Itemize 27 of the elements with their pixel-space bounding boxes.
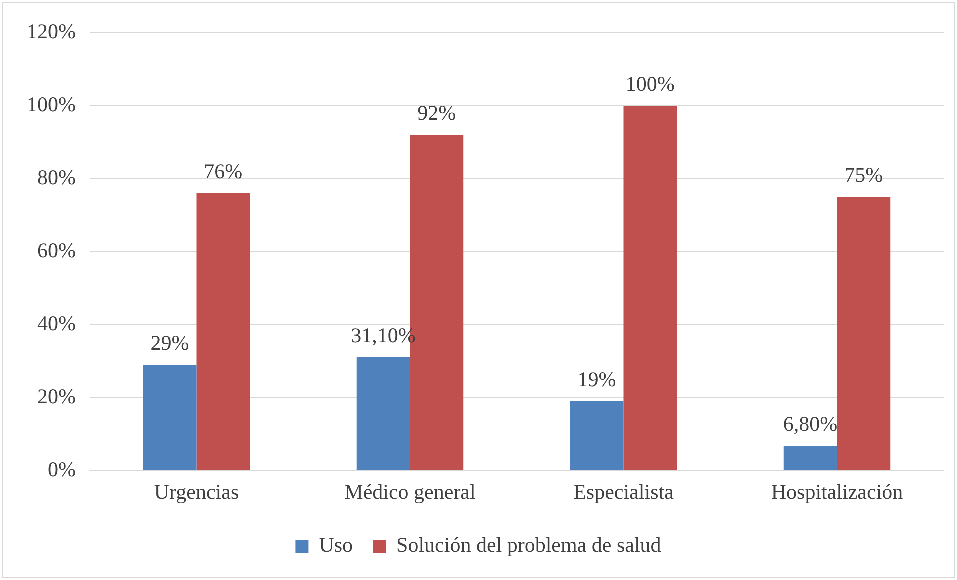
- y-tick-label: 100%: [26, 92, 76, 116]
- bar: [624, 106, 678, 470]
- bar: [784, 446, 838, 470]
- y-tick-label: 40%: [37, 311, 76, 336]
- x-tick-label: Urgencias: [154, 480, 240, 504]
- bar: [570, 401, 624, 470]
- y-tick-label: 80%: [37, 165, 76, 190]
- x-tick-label: Médico general: [344, 480, 476, 504]
- y-tick-label: 120%: [26, 20, 76, 44]
- data-label: 29%: [150, 331, 190, 356]
- data-label: 76%: [204, 160, 243, 184]
- bar: [196, 194, 250, 470]
- bar: [837, 197, 891, 470]
- data-label: 92%: [418, 101, 456, 126]
- x-tick-label: Especialista: [574, 480, 675, 504]
- y-tick-label: 0%: [48, 457, 76, 482]
- data-label: 19%: [578, 367, 616, 392]
- y-tick-label: 20%: [37, 384, 76, 408]
- data-label: 100%: [626, 72, 675, 96]
- legend-label: Uso: [319, 533, 354, 558]
- bar: [356, 357, 410, 470]
- x-tick-label: Hospitalización: [771, 480, 904, 504]
- bar: [143, 365, 197, 470]
- data-label: 75%: [844, 163, 884, 188]
- data-label: 6,80%: [783, 412, 838, 436]
- legend-label: Solución del problema de salud: [396, 533, 662, 558]
- y-tick-label: 60%: [37, 238, 76, 262]
